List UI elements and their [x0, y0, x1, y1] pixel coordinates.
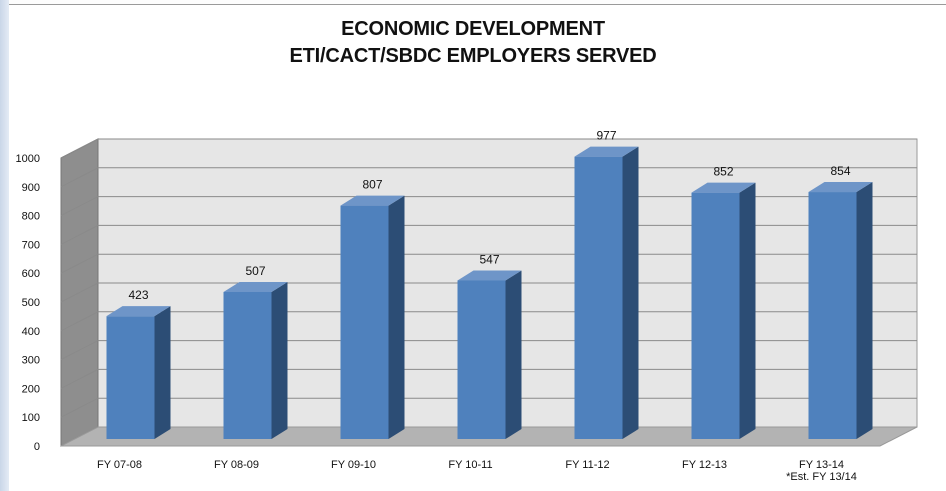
- y-tick-label: 700: [22, 239, 40, 251]
- y-tick-label: 1000: [16, 153, 40, 165]
- data-label: 854: [830, 164, 850, 178]
- bar-side: [388, 195, 405, 439]
- bar-front: [340, 205, 389, 439]
- bar-top: [808, 182, 873, 193]
- y-tick-label: 900: [22, 182, 40, 194]
- bar-side: [154, 306, 171, 439]
- y-tick-label: 200: [22, 383, 40, 395]
- bar-top: [574, 146, 639, 157]
- gridline: [60, 311, 917, 332]
- gridline: [60, 167, 917, 188]
- y-tick-label: 500: [22, 297, 40, 309]
- chart-title-line-1: ECONOMIC DEVELOPMENT: [341, 18, 605, 40]
- bar-top: [223, 281, 288, 292]
- data-label: 547: [479, 252, 499, 266]
- gridline: [60, 368, 917, 389]
- x-category-note: *Est. FY 13/14: [786, 471, 857, 483]
- gridline: [60, 282, 917, 303]
- y-tick-label: 800: [22, 211, 40, 223]
- x-category-label: FY 07-08: [97, 459, 142, 471]
- y-tick-label: 600: [22, 268, 40, 280]
- bar-front: [223, 291, 272, 439]
- x-category-label: FY 10-11: [448, 459, 492, 471]
- bar-front: [574, 156, 623, 439]
- bar-side: [505, 270, 522, 439]
- bar-top: [340, 195, 405, 206]
- bar-side: [739, 182, 756, 439]
- bar-top: [106, 306, 171, 317]
- y-tick-label: 300: [22, 355, 40, 367]
- data-label: 807: [362, 178, 382, 192]
- data-label: 507: [245, 264, 265, 278]
- y-tick-label: 100: [22, 412, 40, 424]
- y-tick-label: 400: [22, 326, 40, 338]
- x-category-label: FY 09-10: [331, 459, 376, 471]
- gridline: [60, 138, 917, 159]
- x-category-label: FY 11-12: [565, 459, 609, 471]
- bar-side: [271, 281, 288, 439]
- data-label: 852: [713, 165, 733, 179]
- bar-front: [457, 280, 506, 439]
- gridline: [60, 224, 917, 245]
- bar-front: [691, 192, 740, 439]
- bar-side: [856, 182, 873, 439]
- gridline: [60, 397, 917, 418]
- data-label: 423: [128, 288, 148, 302]
- gridline: [60, 196, 917, 217]
- window-top-edge: [9, 0, 946, 5]
- bar-side: [622, 146, 639, 439]
- bar-front: [106, 316, 155, 439]
- bar-top: [691, 182, 756, 193]
- x-category-label: FY 08-09: [214, 459, 259, 471]
- x-category-label: FY 12-13: [682, 459, 727, 471]
- bar-top: [457, 270, 522, 281]
- window-edge: [0, 0, 9, 491]
- chart-title-line-2: ETI/CACT/SBDC EMPLOYERS SERVED: [289, 45, 657, 67]
- y-tick-label: 0: [34, 441, 40, 453]
- gridline: [60, 340, 917, 361]
- x-category-label: FY 13-14: [799, 459, 844, 471]
- chart-title: ECONOMIC DEVELOPMENT ETI/CACT/SBDC EMPLO…: [0, 16, 946, 70]
- data-label: 977: [596, 129, 616, 143]
- bar-front: [808, 192, 857, 439]
- gridline: [60, 253, 917, 274]
